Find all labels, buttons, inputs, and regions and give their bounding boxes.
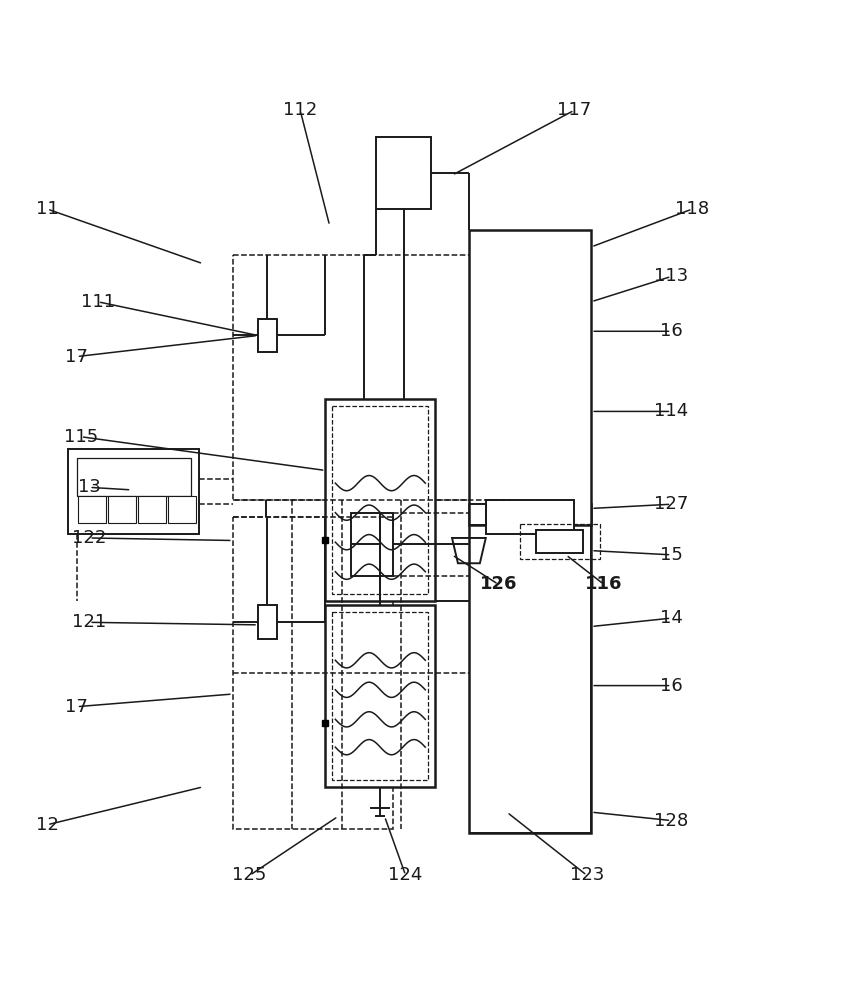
Text: 11: 11 — [35, 200, 58, 218]
Text: 127: 127 — [653, 495, 688, 513]
Bar — [325, 605, 435, 787]
Text: 118: 118 — [674, 200, 709, 218]
Text: 16: 16 — [659, 677, 682, 695]
Text: 114: 114 — [653, 402, 688, 420]
Text: 124: 124 — [388, 866, 422, 884]
Bar — [350, 513, 392, 576]
Bar — [536, 530, 582, 553]
Bar — [325, 399, 435, 601]
Text: 128: 128 — [653, 812, 688, 830]
Text: 122: 122 — [72, 529, 106, 547]
Bar — [468, 504, 591, 833]
Text: 121: 121 — [72, 613, 106, 631]
Bar — [232, 255, 511, 500]
Text: 112: 112 — [283, 101, 317, 119]
Bar — [376, 137, 430, 209]
Text: 113: 113 — [653, 267, 688, 285]
Text: 123: 123 — [569, 866, 603, 884]
Text: 125: 125 — [232, 866, 267, 884]
Bar — [332, 406, 428, 594]
Bar — [168, 496, 195, 523]
Bar — [232, 517, 392, 829]
Text: 116: 116 — [584, 575, 622, 593]
Text: 111: 111 — [80, 293, 115, 311]
Bar — [68, 449, 198, 534]
Bar — [519, 524, 599, 559]
Bar — [257, 319, 276, 352]
Bar — [108, 496, 136, 523]
Text: 12: 12 — [35, 816, 58, 834]
Bar — [257, 605, 276, 639]
Bar — [468, 230, 591, 525]
Text: 14: 14 — [659, 609, 682, 627]
Bar — [332, 612, 428, 780]
Text: 13: 13 — [78, 478, 100, 496]
Text: 17: 17 — [65, 698, 88, 716]
Text: 15: 15 — [659, 546, 682, 564]
Text: 115: 115 — [63, 428, 98, 446]
Text: 17: 17 — [65, 348, 88, 366]
Text: 16: 16 — [659, 322, 682, 340]
Bar — [485, 500, 574, 534]
Bar — [78, 496, 106, 523]
Bar — [138, 496, 165, 523]
Text: 126: 126 — [479, 575, 517, 593]
Bar — [77, 458, 190, 496]
Text: 117: 117 — [556, 101, 591, 119]
